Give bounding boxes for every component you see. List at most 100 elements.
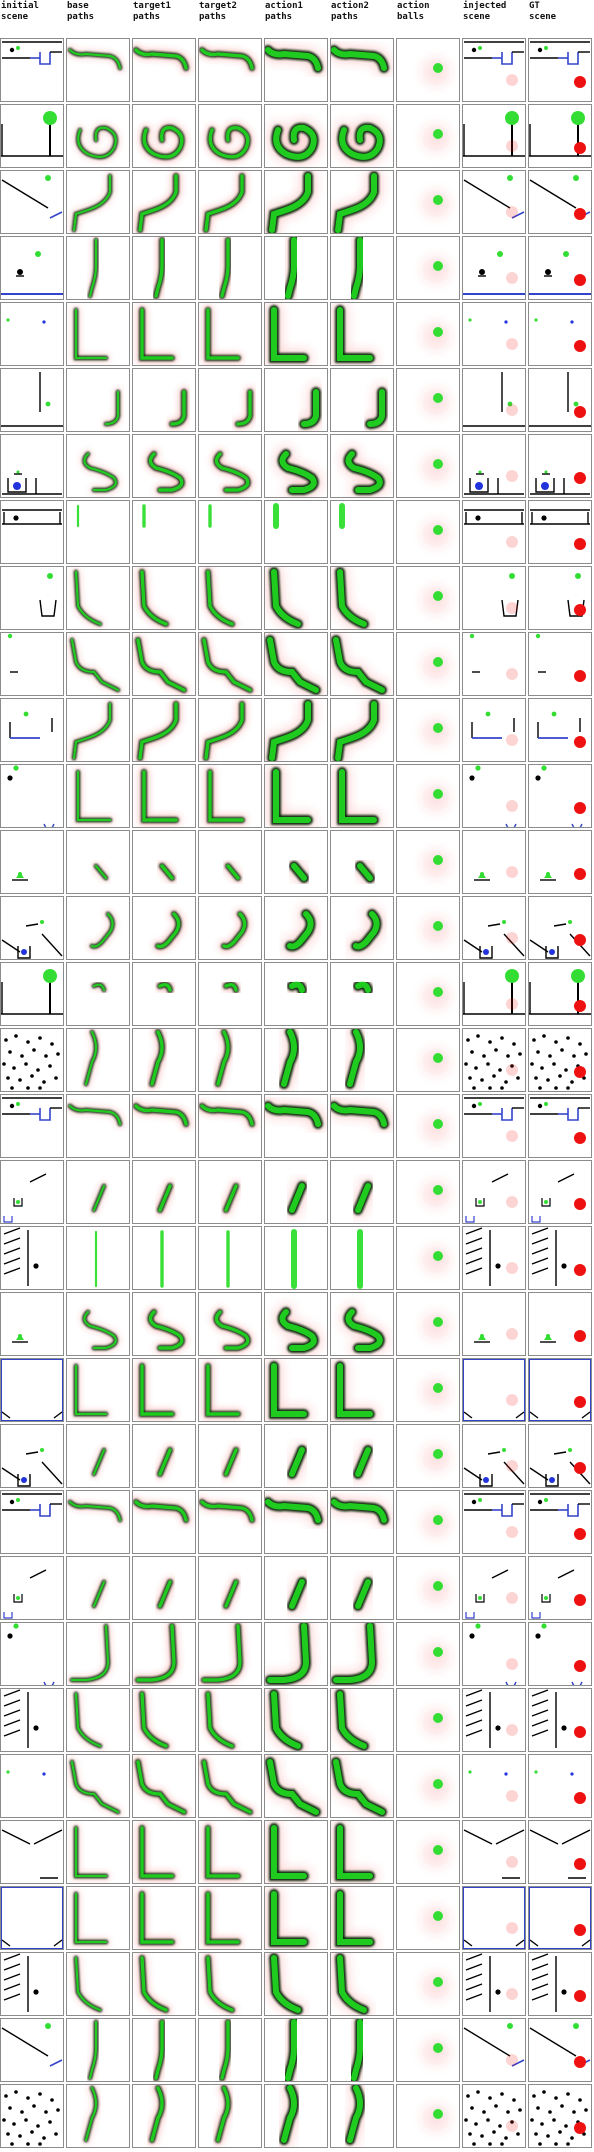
- cell-gt: [528, 104, 592, 168]
- cell-base: [66, 38, 130, 102]
- header-action1: action1 paths: [265, 1, 303, 22]
- cell-base: [66, 830, 130, 894]
- cell-base: [66, 2018, 130, 2082]
- cell-target1: [132, 1688, 196, 1752]
- cell-injected: [462, 1028, 526, 1092]
- cell-target2: [198, 236, 262, 300]
- cell-target1: [132, 1160, 196, 1224]
- cell-action2: [330, 1424, 394, 1488]
- cell-initial: [0, 764, 64, 828]
- cell-target1: [132, 2084, 196, 2148]
- cell-action2: [330, 896, 394, 960]
- cell-balls: [396, 170, 460, 234]
- cell-gt: [528, 236, 592, 300]
- cell-base: [66, 1688, 130, 1752]
- cell-initial: [0, 1886, 64, 1950]
- cell-target1: [132, 1094, 196, 1158]
- cell-balls: [396, 104, 460, 168]
- cell-target2: [198, 1952, 262, 2016]
- cell-base: [66, 1292, 130, 1356]
- cell-target2: [198, 500, 262, 564]
- cell-base: [66, 764, 130, 828]
- cell-gt: [528, 1688, 592, 1752]
- cell-initial: [0, 1028, 64, 1092]
- cell-target2: [198, 2084, 262, 2148]
- cell-balls: [396, 236, 460, 300]
- cell-gt: [528, 1952, 592, 2016]
- cell-balls: [396, 1226, 460, 1290]
- cell-target1: [132, 1952, 196, 2016]
- cell-action1: [264, 2018, 328, 2082]
- cell-balls: [396, 1952, 460, 2016]
- cell-base: [66, 1622, 130, 1686]
- cell-action2: [330, 38, 394, 102]
- cell-injected: [462, 1754, 526, 1818]
- cell-base: [66, 632, 130, 696]
- cell-injected: [462, 1424, 526, 1488]
- cell-target1: [132, 302, 196, 366]
- cell-balls: [396, 698, 460, 762]
- cell-target2: [198, 2018, 262, 2082]
- cell-action2: [330, 1490, 394, 1554]
- cell-action1: [264, 1754, 328, 1818]
- cell-balls: [396, 1490, 460, 1554]
- cell-target1: [132, 38, 196, 102]
- cell-action1: [264, 302, 328, 366]
- cell-balls: [396, 1028, 460, 1092]
- cell-initial: [0, 1094, 64, 1158]
- cell-target1: [132, 1028, 196, 1092]
- cell-initial: [0, 698, 64, 762]
- cell-base: [66, 104, 130, 168]
- cell-gt: [528, 962, 592, 1026]
- cell-target2: [198, 1490, 262, 1554]
- cell-gt: [528, 1160, 592, 1224]
- cell-action1: [264, 434, 328, 498]
- cell-injected: [462, 1952, 526, 2016]
- cell-balls: [396, 896, 460, 960]
- cell-balls: [396, 1820, 460, 1884]
- cell-target1: [132, 698, 196, 762]
- cell-action1: [264, 2084, 328, 2148]
- cell-injected: [462, 896, 526, 960]
- cell-action1: [264, 236, 328, 300]
- cell-gt: [528, 302, 592, 366]
- cell-target2: [198, 170, 262, 234]
- header-balls: action balls: [397, 1, 430, 22]
- cell-target1: [132, 500, 196, 564]
- cell-action2: [330, 500, 394, 564]
- cell-action2: [330, 1358, 394, 1422]
- cell-initial: [0, 236, 64, 300]
- cell-action2: [330, 104, 394, 168]
- cell-gt: [528, 1292, 592, 1356]
- cell-gt: [528, 500, 592, 564]
- cell-target1: [132, 368, 196, 432]
- cell-action2: [330, 1556, 394, 1620]
- cell-base: [66, 962, 130, 1026]
- cell-gt: [528, 1226, 592, 1290]
- cell-gt: [528, 698, 592, 762]
- cell-target1: [132, 1556, 196, 1620]
- cell-target2: [198, 104, 262, 168]
- header-target1: target1 paths: [133, 1, 171, 22]
- cell-action1: [264, 632, 328, 696]
- cell-base: [66, 302, 130, 366]
- cell-target1: [132, 1754, 196, 1818]
- cell-gt: [528, 764, 592, 828]
- cell-injected: [462, 236, 526, 300]
- header-gt: GT scene: [529, 1, 557, 22]
- cell-target2: [198, 1622, 262, 1686]
- cell-action2: [330, 962, 394, 1026]
- cell-base: [66, 236, 130, 300]
- cell-action2: [330, 764, 394, 828]
- cell-base: [66, 566, 130, 630]
- cell-balls: [396, 2084, 460, 2148]
- cell-gt: [528, 1490, 592, 1554]
- cell-target2: [198, 1094, 262, 1158]
- cell-injected: [462, 104, 526, 168]
- cell-initial: [0, 830, 64, 894]
- cell-base: [66, 1226, 130, 1290]
- cell-target2: [198, 1688, 262, 1752]
- header-action2: action2 paths: [331, 1, 369, 22]
- cell-target1: [132, 236, 196, 300]
- cell-action2: [330, 236, 394, 300]
